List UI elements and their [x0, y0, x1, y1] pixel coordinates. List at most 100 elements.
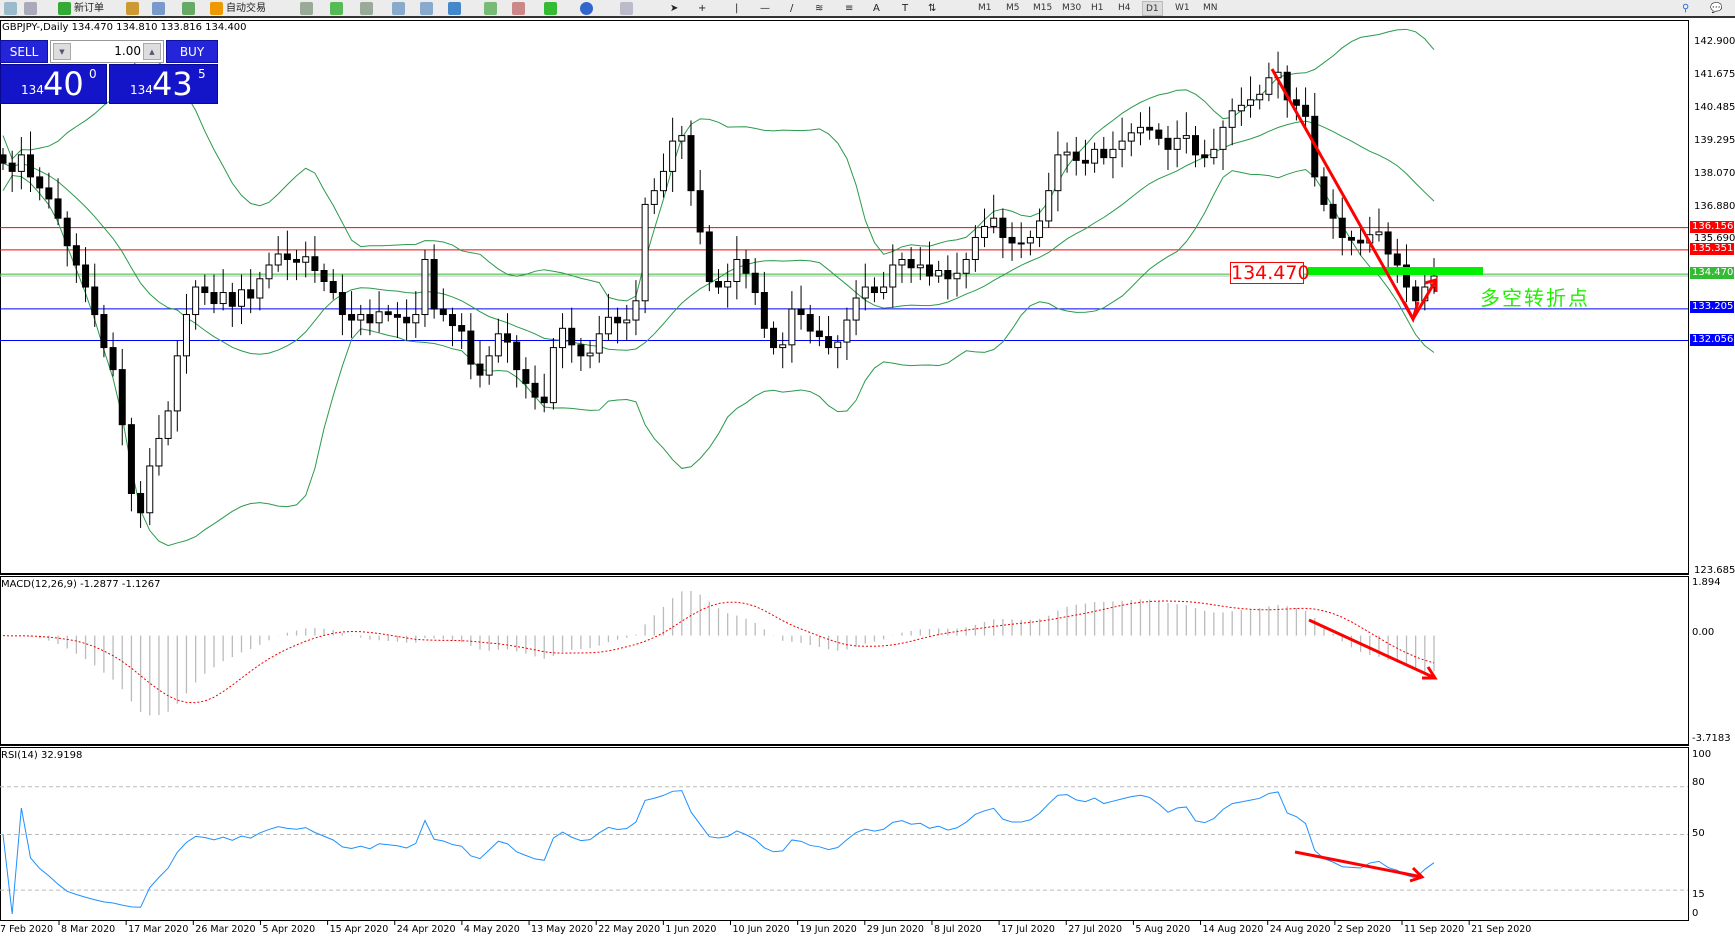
timeframe-m15[interactable]: M15: [1033, 3, 1053, 13]
crosshair-icon[interactable]: +: [698, 3, 707, 14]
candle-body: [1412, 286, 1420, 302]
candle-body: [1201, 154, 1209, 159]
templates-icon[interactable]: [620, 2, 633, 15]
buy-button[interactable]: BUY: [166, 40, 218, 63]
date-tick: 5 Aug 2020: [1135, 924, 1191, 935]
bid-pips: 40: [43, 65, 84, 103]
date-tick: 17 Jul 2020: [1001, 924, 1055, 935]
price-tick: 123.685: [1694, 565, 1735, 576]
pivot-text[interactable]: 多空转折点: [1480, 286, 1590, 310]
bar-chart-icon[interactable]: [300, 2, 313, 15]
timeframe-m1[interactable]: M1: [978, 3, 992, 13]
candle-body: [770, 327, 778, 349]
date-tick: 26 Mar 2020: [195, 924, 256, 935]
candle-body: [696, 190, 704, 233]
lot-size-input[interactable]: ▼ 1.00 ▲: [50, 40, 164, 63]
timeframe-mn[interactable]: MN: [1203, 3, 1218, 13]
candle-body: [118, 369, 126, 426]
fibo-lines-icon[interactable]: ≡: [845, 3, 854, 14]
periods-icon[interactable]: [580, 2, 593, 15]
candle-body: [1247, 99, 1255, 106]
horizontal-line-icon[interactable]: —: [760, 3, 770, 14]
candle-body: [1192, 135, 1199, 156]
auto-trading-icon[interactable]: [210, 2, 223, 15]
zoom-icon[interactable]: [24, 2, 37, 15]
text-label-icon[interactable]: T: [902, 3, 909, 14]
sell-button[interactable]: SELL: [0, 40, 48, 63]
candle-body: [889, 264, 897, 288]
candle-body: [907, 258, 915, 269]
rsi-divergence-arrow: [1294, 850, 1423, 879]
timeframe-d1[interactable]: D1: [1142, 1, 1163, 16]
candle-body: [971, 236, 979, 260]
ask-price[interactable]: 134 43 5: [109, 64, 218, 104]
terminal-icon[interactable]: [152, 2, 165, 15]
candle-body: [623, 319, 631, 324]
candle-body: [586, 352, 594, 357]
bid-price[interactable]: 134 40 0: [0, 64, 107, 104]
timeframe-w1[interactable]: W1: [1175, 3, 1190, 13]
indicators-icon[interactable]: [544, 2, 557, 15]
document-icon[interactable]: [4, 2, 17, 15]
candle-body: [916, 264, 924, 269]
metaeditor-icon[interactable]: [126, 2, 139, 15]
timeframe-h4[interactable]: H4: [1118, 3, 1131, 13]
one-click-trading-panel: SELL ▼ 1.00 ▲ BUY 134 40 0 134 43 5: [0, 40, 218, 104]
candle-body: [412, 314, 420, 324]
ask-figure: 134: [130, 83, 153, 97]
candle-body: [8, 162, 16, 172]
new-order-icon[interactable]: [58, 2, 71, 15]
pivot-price-label[interactable]: 134.470: [1230, 262, 1310, 284]
date-tick: 8 Mar 2020: [61, 924, 116, 935]
signal-icon[interactable]: [182, 2, 195, 15]
date-tick: 24 Aug 2020: [1269, 924, 1331, 935]
candle-body: [760, 292, 768, 329]
zoom-out-icon[interactable]: [420, 2, 433, 15]
trend-arrows[interactable]: [1270, 68, 1438, 883]
increase-lot-icon[interactable]: ▲: [143, 43, 161, 60]
candle-body: [1063, 151, 1071, 156]
candle-body: [632, 300, 640, 321]
date-tick: 24 Apr 2020: [396, 924, 456, 935]
price-tag-bid: 134.470: [1690, 267, 1734, 279]
fibonacci-icon[interactable]: ≋: [815, 3, 824, 14]
pivot-bar[interactable]: [1308, 267, 1483, 275]
cursor-icon[interactable]: ➤: [670, 3, 679, 14]
date-tick: 22 May 2020: [598, 924, 661, 935]
zoom-in-icon[interactable]: [392, 2, 405, 15]
text-icon[interactable]: A: [873, 3, 880, 14]
candle-body: [1393, 253, 1401, 266]
vertical-line-icon[interactable]: |: [735, 3, 739, 14]
new-order-button[interactable]: 新订单: [74, 3, 104, 14]
candle-body: [1118, 140, 1126, 150]
candle-body: [448, 314, 456, 327]
timeframe-m30[interactable]: M30: [1062, 3, 1082, 13]
candle-body: [72, 245, 80, 266]
timeframe-h1[interactable]: H1: [1091, 3, 1104, 13]
auto-trading-button[interactable]: 自动交易: [226, 3, 266, 14]
candle-body: [1091, 148, 1099, 164]
candle-body: [256, 278, 264, 299]
trendline-icon[interactable]: /: [790, 3, 794, 14]
candlestick-icon[interactable]: [330, 2, 343, 15]
date-tick: 8 Jul 2020: [933, 924, 982, 935]
timeframe-m5[interactable]: M5: [1006, 3, 1020, 13]
arrows-icon[interactable]: ⇅: [928, 3, 937, 14]
macd-tick: 1.894: [1692, 577, 1721, 588]
candle-body: [659, 170, 667, 192]
chart-shift-icon[interactable]: [512, 2, 525, 15]
candle-body: [393, 314, 401, 318]
candle-body: [999, 217, 1007, 238]
price-tag: 135.351: [1690, 243, 1734, 255]
search-icon[interactable]: ⚲: [1682, 3, 1690, 14]
decrease-lot-icon[interactable]: ▼: [53, 43, 71, 60]
auto-scroll-icon[interactable]: [484, 2, 497, 15]
chat-icon[interactable]: 💬: [1710, 3, 1723, 14]
tile-windows-icon[interactable]: [448, 2, 461, 15]
candle-body: [540, 396, 548, 404]
candle-body: [1072, 151, 1080, 161]
candle-body: [559, 327, 567, 349]
candle-body: [1302, 104, 1310, 117]
line-chart-icon[interactable]: [360, 2, 373, 15]
